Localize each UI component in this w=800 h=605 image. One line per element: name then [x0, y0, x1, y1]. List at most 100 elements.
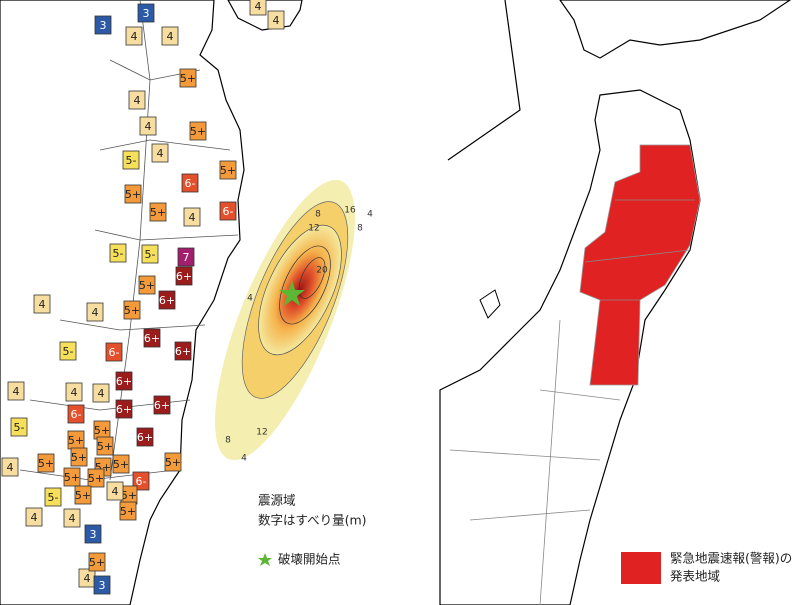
legend-area-desc: 数字はすべり量(m)	[258, 513, 367, 528]
intensity-marker: 5+	[63, 467, 81, 487]
marker-label: 3	[90, 528, 97, 541]
marker-label: 5+	[121, 489, 137, 502]
marker-label: 6+	[175, 345, 191, 358]
intensity-marker: 5+	[179, 68, 197, 88]
contour-label: 8	[225, 436, 231, 446]
marker-label: 7	[183, 251, 190, 264]
intensity-marker: 4	[33, 294, 51, 314]
marker-label: 5-	[113, 247, 124, 260]
marker-box	[161, 26, 179, 46]
marker-label: 5+	[113, 458, 129, 471]
intensity-marker: 6-	[132, 471, 150, 491]
intensity-marker: 4	[106, 481, 124, 501]
hokkaido-right	[559, 0, 792, 59]
marker-box	[175, 266, 193, 286]
marker-box	[44, 487, 62, 507]
marker-label: 5-	[126, 154, 137, 167]
marker-box	[177, 247, 195, 267]
legend-star	[258, 553, 272, 566]
contour-label: 8	[357, 224, 363, 234]
marker-box	[119, 501, 137, 521]
prefecture-borders-right	[449, 199, 695, 605]
marker-box	[219, 201, 237, 221]
intensity-marker: 5-	[141, 244, 159, 264]
intensity-marker: 5+	[37, 453, 55, 473]
marker-label: 4	[7, 461, 14, 474]
intensity-marker: 6+	[115, 371, 133, 391]
marker-box	[249, 0, 267, 16]
marker-box	[151, 143, 169, 163]
intensity-marker: 4	[92, 383, 110, 403]
intensity-marker: 6+	[143, 328, 161, 348]
marker-box	[59, 341, 77, 361]
intensity-marker: 5-	[122, 150, 140, 170]
right-map: 緊急地震速報(警報)の 発表地域	[439, 0, 792, 605]
marker-label: 4	[84, 572, 91, 585]
marker-box	[92, 383, 110, 403]
marker-label: 5+	[190, 125, 206, 138]
intensity-marker: 4	[1, 457, 19, 477]
start-star	[279, 280, 305, 306]
legend-line1: 緊急地震速報(警報)の	[670, 551, 792, 566]
marker-label: 5+	[124, 304, 140, 317]
intensity-marker: 4	[7, 381, 25, 401]
intensity-marker: 4	[65, 382, 83, 402]
intensity-marker: 4	[249, 0, 267, 16]
marker-label: 4	[189, 211, 196, 224]
intensity-marker: 6+	[158, 290, 176, 310]
marker-box	[106, 481, 124, 501]
marker-box	[138, 275, 156, 295]
intensity-marker: 4	[63, 508, 81, 528]
marker-box	[136, 427, 154, 447]
intensity-marker: 6+	[175, 266, 193, 286]
marker-label: 4	[69, 512, 76, 525]
contour-label: 20	[316, 266, 328, 276]
marker-label: 4	[112, 485, 119, 498]
intensity-marker: 5+	[88, 552, 106, 572]
marker-box	[143, 328, 161, 348]
marker-label: 6-	[136, 475, 147, 488]
marker-box	[37, 453, 55, 473]
intensity-marker: 5+	[96, 436, 114, 456]
marker-box	[74, 485, 92, 505]
marker-label: 4	[31, 511, 38, 524]
intensity-marker: 5-	[109, 243, 127, 263]
marker-label: 5+	[71, 451, 87, 464]
intensity-marker: 6+	[136, 427, 154, 447]
intensity-marker: 6-	[67, 404, 85, 424]
intensity-marker: 6-	[219, 201, 237, 221]
marker-label: 4	[157, 147, 164, 160]
marker-box	[93, 575, 111, 595]
marker-label: 5+	[64, 471, 80, 484]
legend-swatch	[621, 552, 661, 584]
marker-label: 3	[100, 19, 107, 32]
marker-label: 6+	[144, 332, 160, 345]
intensity-marker: 3	[137, 3, 155, 23]
marker-label: 4	[98, 387, 105, 400]
marker-label: 6+	[116, 375, 132, 388]
marker-box	[84, 524, 102, 544]
marker-box	[25, 507, 43, 527]
marker-label: 4	[71, 386, 78, 399]
marker-box	[63, 508, 81, 528]
intensity-marker: 4	[128, 90, 146, 110]
marker-label: 5-	[63, 345, 74, 358]
marker-box	[139, 116, 157, 136]
marker-label: 6+	[159, 294, 175, 307]
marker-box	[7, 381, 25, 401]
marker-box	[153, 395, 171, 415]
intensity-marker: 3	[84, 524, 102, 544]
intensity-marker: 4	[25, 507, 43, 527]
marker-box	[115, 399, 133, 419]
marker-box	[10, 417, 28, 437]
intensity-marker: 5+	[87, 468, 105, 488]
intensity-marker: 7	[177, 247, 195, 267]
marker-box	[122, 150, 140, 170]
marker-label: 4	[255, 0, 262, 13]
intensity-marker: 5+	[112, 454, 130, 474]
marker-label: 6-	[223, 205, 234, 218]
marker-label: 6+	[154, 399, 170, 412]
contour-label: 8	[315, 210, 321, 220]
intensity-marker: 5+	[164, 452, 182, 472]
